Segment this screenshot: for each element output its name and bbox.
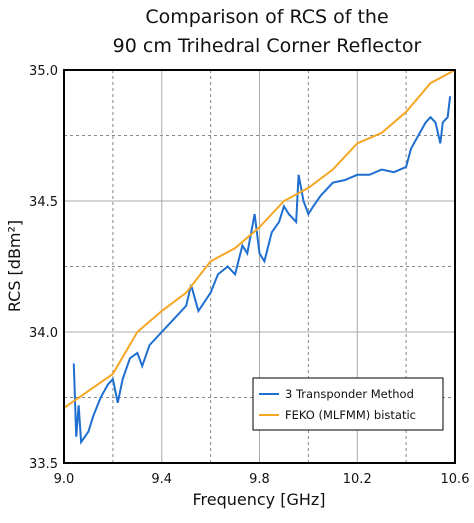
y-axis-label: RCS [dBm²] [5,220,24,312]
x-tick-label: 9.4 [151,472,172,487]
chart-title: Comparison of RCS of the [145,6,388,28]
line-series [63,69,456,409]
y-tick-label: 34.0 [29,326,58,341]
x-tick-label: 10.6 [441,472,470,487]
x-tick-label: 9.8 [249,472,270,487]
plot-frame [63,69,456,464]
line-series [72,96,452,445]
y-tick-label: 35.0 [29,64,58,79]
x-axis-label: Frequency [GHz] [192,490,325,509]
x-tick-label: 10.2 [343,472,372,487]
y-tick-label: 34.5 [29,195,58,210]
legend-box [252,377,444,431]
chart-title: 90 cm Trihedral Corner Reflector [113,35,422,57]
y-tick-label: 33.5 [29,457,58,472]
legend-label: FEKO (MLFMM) bistatic [285,408,416,422]
legend-label: 3 Transponder Method [285,387,414,401]
legend: 3 Transponder Method FEKO (MLFMM) bistati… [252,377,444,431]
x-tick-label: 9.0 [54,472,75,487]
